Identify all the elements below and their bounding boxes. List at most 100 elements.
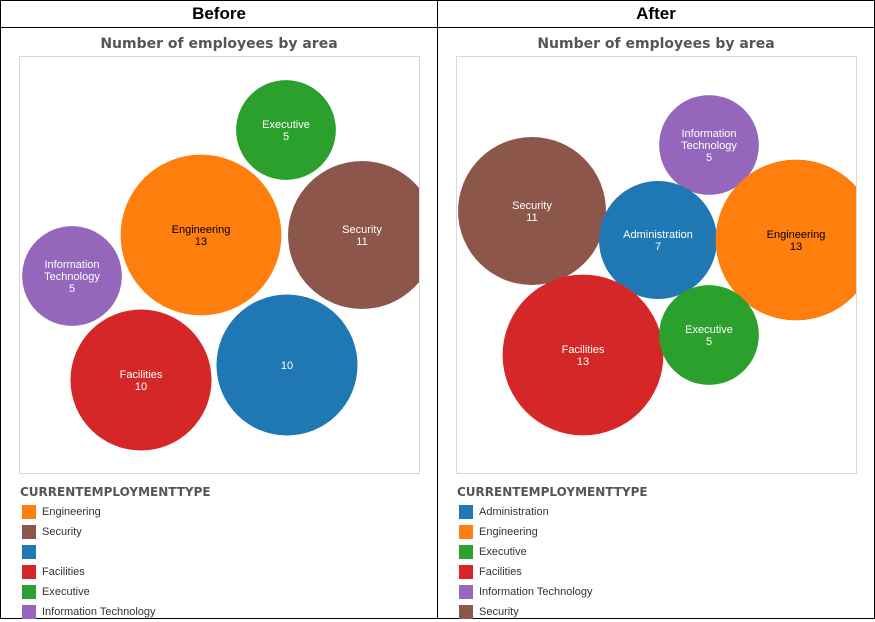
bubble[interactable]: [288, 161, 419, 309]
legend-label: Administration: [479, 506, 549, 518]
bubble-label-line: Technology: [681, 140, 737, 152]
bubble-label: Security 11: [512, 200, 552, 224]
legend-list: Administration Engineering Executive Facili…: [457, 502, 857, 622]
bubble-label-line: 13: [577, 356, 589, 368]
legend-swatch: [459, 525, 473, 539]
bubble[interactable]: [120, 154, 282, 316]
legend-title: CURRENTEMPLOYMENTTYPE: [20, 485, 211, 499]
bubble-label-line: 5: [706, 336, 712, 348]
legend-label: Engineering: [479, 526, 538, 538]
legend-swatch: [22, 565, 36, 579]
bubble-label-line: 10: [281, 360, 293, 372]
legend: CURRENTEMPLOYMENTTYPE Administration Engi…: [457, 485, 857, 622]
bubble[interactable]: [502, 274, 664, 436]
legend-item[interactable]: Facilities: [20, 562, 420, 582]
bubble-label: Information Technology 5: [681, 128, 737, 164]
legend-swatch: [22, 505, 36, 519]
legend-swatch: [22, 585, 36, 599]
legend-swatch: [22, 525, 36, 539]
bubble-label: Executive 5: [262, 119, 310, 143]
legend-item[interactable]: [20, 542, 420, 562]
bubble-label-line: Engineering: [172, 224, 231, 236]
bubble-label-line: 13: [195, 236, 207, 248]
legend-swatch: [459, 585, 473, 599]
bubble[interactable]: [598, 180, 718, 300]
bubble[interactable]: [70, 309, 212, 451]
legend-item[interactable]: Administration: [457, 502, 857, 522]
legend-label: Facilities: [479, 566, 522, 578]
bubble-plot: Executive 5 Engineering 13 Security 11 Informa…: [19, 56, 420, 474]
bubble-label-line: Engineering: [767, 229, 826, 241]
bubble-label-line: 5: [706, 152, 712, 164]
legend-label: Engineering: [42, 506, 101, 518]
bubble-label-line: Technology: [44, 271, 100, 283]
bubble[interactable]: [236, 80, 336, 180]
bubble-label: Engineering 13: [767, 229, 826, 253]
bubble-label-line: Facilities: [120, 369, 163, 381]
legend-item[interactable]: Information Technology: [20, 602, 420, 622]
bubble-label-line: Executive: [262, 119, 310, 131]
bubble-label-line: Information: [681, 128, 736, 140]
bubble[interactable]: [22, 226, 122, 326]
after-panel: After Number of employees by area Inform…: [437, 0, 875, 619]
legend-list: Engineering Security Facilities Executive In…: [20, 502, 420, 622]
bubble-label: Engineering 13: [172, 224, 231, 248]
legend-swatch: [459, 505, 473, 519]
legend-item[interactable]: Executive: [20, 582, 420, 602]
legend-label: Security: [479, 606, 519, 618]
legend-label: Information Technology: [42, 606, 156, 618]
bubble-label: 10: [281, 360, 293, 372]
bubble-label: Information Technology 5: [44, 259, 100, 295]
legend-item[interactable]: Engineering: [20, 502, 420, 522]
legend-label: Executive: [42, 586, 90, 598]
legend-swatch: [22, 605, 36, 619]
bubble-plot: Information Technology 5 Security 11 Administ…: [456, 56, 857, 474]
legend-item[interactable]: Facilities: [457, 562, 857, 582]
bubble-label: Administration 7: [623, 229, 693, 253]
chart-title: Number of employees by area: [537, 36, 775, 52]
legend-label: Information Technology: [479, 586, 593, 598]
legend-swatch: [459, 605, 473, 619]
legend-label: Facilities: [42, 566, 85, 578]
bubble[interactable]: [659, 95, 759, 195]
chart-title: Number of employees by area: [100, 36, 338, 52]
legend-title: CURRENTEMPLOYMENTTYPE: [457, 485, 648, 499]
legend-item[interactable]: Security: [457, 602, 857, 622]
bubble-label: Security 11: [342, 224, 382, 248]
legend-swatch: [459, 565, 473, 579]
bubble-label-line: 7: [655, 241, 661, 253]
bubble-label-line: Facilities: [562, 344, 605, 356]
legend-item[interactable]: Security: [20, 522, 420, 542]
legend-label: Security: [42, 526, 82, 538]
legend-item[interactable]: Engineering: [457, 522, 857, 542]
bubble-label-line: Executive: [685, 324, 733, 336]
bubble-label-line: 5: [283, 131, 289, 143]
legend-swatch: [22, 545, 36, 559]
bubble[interactable]: [458, 137, 606, 285]
bubble-label-line: Information: [44, 259, 99, 271]
bubble[interactable]: [659, 285, 759, 385]
bubble-label-line: Security: [512, 200, 552, 212]
panel-header: Before: [1, 1, 437, 28]
bubble-label: Executive 5: [685, 324, 733, 348]
bubble-label-line: 5: [69, 283, 75, 295]
bubble-label-line: Administration: [623, 229, 693, 241]
bubble-label-line: 10: [135, 381, 147, 393]
bubble-label-line: 13: [790, 241, 802, 253]
panel-header: After: [438, 1, 874, 28]
bubble[interactable]: [216, 294, 358, 436]
legend-item[interactable]: Executive: [457, 542, 857, 562]
legend-label: Executive: [479, 546, 527, 558]
bubble-label: Facilities 10: [120, 369, 163, 393]
bubble-label-line: 11: [526, 212, 537, 224]
bubble-label-line: 11: [356, 236, 367, 248]
legend: CURRENTEMPLOYMENTTYPE Engineering Securit…: [20, 485, 420, 622]
legend-swatch: [459, 545, 473, 559]
bubble[interactable]: [715, 159, 856, 321]
bubble-label-line: Security: [342, 224, 382, 236]
legend-item[interactable]: Information Technology: [457, 582, 857, 602]
bubble-label: Facilities 13: [562, 344, 605, 368]
before-panel: Before Number of employees by area Execu…: [0, 0, 438, 619]
